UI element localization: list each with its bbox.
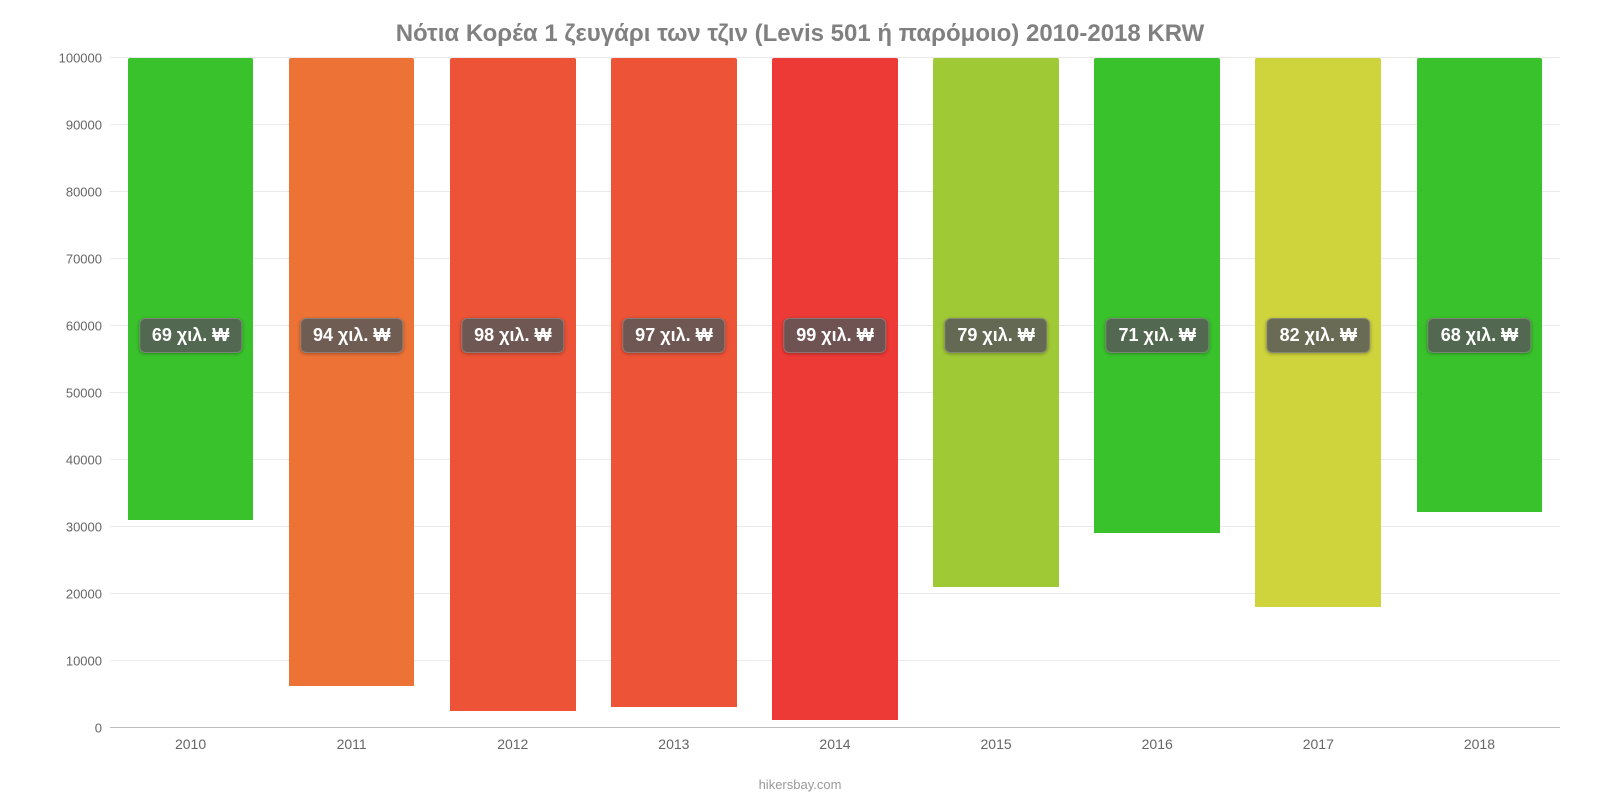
y-tick-label: 20000 <box>42 587 102 602</box>
bars-container: 69 χιλ. ₩ 94 χιλ. ₩ 98 χιλ. ₩ 97 χιλ. ₩ 99 χ… <box>110 58 1560 728</box>
value-badge: 97 χιλ. ₩ <box>622 318 725 353</box>
bar-slot: 82 χιλ. ₩ <box>1238 58 1399 728</box>
bar-slot: 68 χιλ. ₩ <box>1399 58 1560 728</box>
value-badge: 69 χιλ. ₩ <box>139 318 242 353</box>
y-tick-label: 70000 <box>42 252 102 267</box>
bar: 69 χιλ. ₩ <box>128 58 254 520</box>
y-tick-label: 100000 <box>42 51 102 66</box>
x-axis-baseline <box>110 727 1560 728</box>
x-tick-label: 2014 <box>754 730 915 758</box>
y-tick-label: 10000 <box>42 654 102 669</box>
x-tick-label: 2018 <box>1399 730 1560 758</box>
bar-slot: 99 χιλ. ₩ <box>754 58 915 728</box>
bar-slot: 94 χιλ. ₩ <box>271 58 432 728</box>
bar: 71 χιλ. ₩ <box>1094 58 1220 533</box>
x-tick-label: 2013 <box>593 730 754 758</box>
value-badge: 98 χιλ. ₩ <box>461 318 564 353</box>
y-tick-label: 0 <box>42 721 102 736</box>
value-badge: 68 χιλ. ₩ <box>1428 318 1531 353</box>
y-axis: 0100002000030000400005000060000700008000… <box>40 58 110 728</box>
bar: 82 χιλ. ₩ <box>1255 58 1381 607</box>
y-tick-label: 80000 <box>42 185 102 200</box>
x-tick-label: 2015 <box>916 730 1077 758</box>
y-tick-label: 90000 <box>42 118 102 133</box>
y-tick-label: 30000 <box>42 520 102 535</box>
x-tick-label: 2010 <box>110 730 271 758</box>
bar-slot: 71 χιλ. ₩ <box>1077 58 1238 728</box>
value-badge: 94 χιλ. ₩ <box>300 318 403 353</box>
y-tick-label: 60000 <box>42 319 102 334</box>
bar: 68 χιλ. ₩ <box>1417 58 1543 512</box>
bar-slot: 79 χιλ. ₩ <box>916 58 1077 728</box>
value-badge: 79 χιλ. ₩ <box>944 318 1047 353</box>
chart-title: Νότια Κορέα 1 ζευγάρι των τζιν (Levis 50… <box>40 20 1560 48</box>
bar: 99 χιλ. ₩ <box>772 58 898 720</box>
x-tick-label: 2011 <box>271 730 432 758</box>
bar: 98 χιλ. ₩ <box>450 58 576 711</box>
chart-footer: hikersbay.com <box>0 777 1600 792</box>
value-badge: 71 χιλ. ₩ <box>1106 318 1209 353</box>
y-tick-label: 50000 <box>42 386 102 401</box>
value-badge: 82 χιλ. ₩ <box>1267 318 1370 353</box>
plot-area: 0 10000 20000 30000 40000 50000 60000 70000 8000… <box>40 58 1560 758</box>
bar: 94 χιλ. ₩ <box>289 58 415 686</box>
value-badge: 99 χιλ. ₩ <box>783 318 886 353</box>
bar-slot: 69 χιλ. ₩ <box>110 58 271 728</box>
y-tick-label: 40000 <box>42 453 102 468</box>
x-tick-label: 2012 <box>432 730 593 758</box>
bar-slot: 98 χιλ. ₩ <box>432 58 593 728</box>
bar: 79 χιλ. ₩ <box>933 58 1059 587</box>
x-tick-label: 2017 <box>1238 730 1399 758</box>
x-tick-label: 2016 <box>1077 730 1238 758</box>
bar-slot: 97 χιλ. ₩ <box>593 58 754 728</box>
chart-container: Νότια Κορέα 1 ζευγάρι των τζιν (Levis 50… <box>0 0 1600 800</box>
x-axis-labels: 201020112012201320142015201620172018 <box>110 730 1560 758</box>
bar: 97 χιλ. ₩ <box>611 58 737 707</box>
